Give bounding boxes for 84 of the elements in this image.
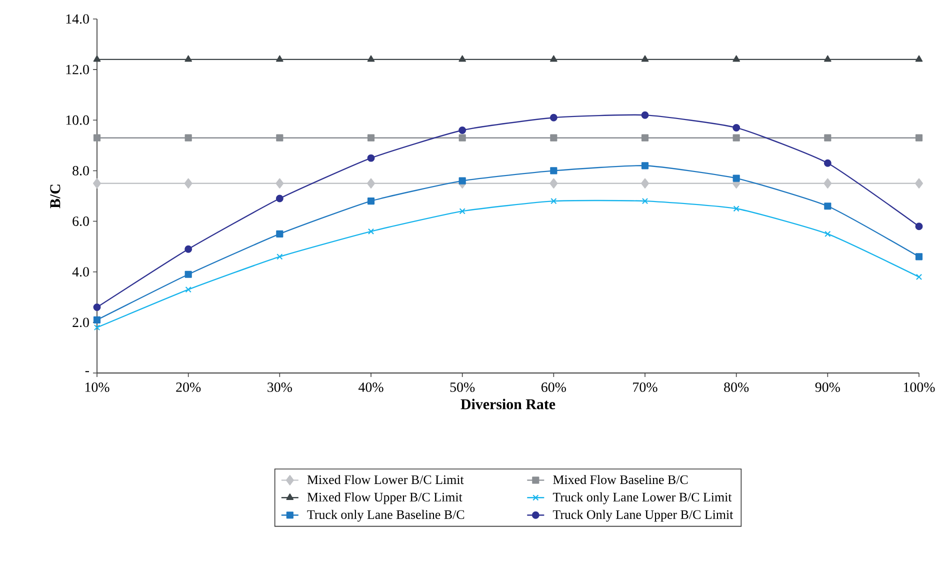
point (459, 208, 466, 214)
legend-label: Truck only Lane Lower B/C Limit (552, 492, 732, 504)
point (276, 55, 284, 62)
point (915, 253, 923, 260)
point (458, 55, 466, 62)
x-tick-label: 80% (724, 382, 749, 392)
point (915, 134, 923, 142)
point (93, 178, 101, 188)
point (276, 178, 284, 188)
point (550, 114, 558, 122)
point (824, 202, 832, 210)
point (550, 167, 558, 174)
y-axis-title: B/C (50, 184, 60, 208)
legend-label: Mixed Flow Upper B/C Limit (307, 492, 462, 504)
point (93, 316, 101, 324)
point (824, 134, 832, 142)
y-tick-label: 4.0 (72, 267, 89, 277)
legend-label: Mixed Flow Lower B/C Limit (307, 474, 464, 484)
x-tick-label: 50% (450, 382, 475, 392)
x-axis-title: Diversion Rate (460, 398, 556, 410)
x-tick-label: 100% (904, 382, 935, 392)
x-tick-label: 30% (268, 382, 292, 392)
point (916, 274, 922, 280)
point (184, 270, 192, 278)
point (641, 55, 649, 62)
legend-label: Truck Only Lane Upper B/C Limit (552, 510, 734, 522)
x-tick-label: 70% (633, 382, 658, 392)
point (732, 134, 740, 142)
point (641, 162, 649, 170)
point (94, 324, 100, 331)
point (367, 154, 375, 162)
x-tick-label: 60% (541, 382, 566, 392)
point (184, 245, 192, 253)
point (458, 134, 466, 142)
point (550, 134, 558, 142)
point (733, 206, 740, 212)
x-tick-label: 90% (815, 382, 840, 392)
point (185, 286, 192, 293)
point (915, 222, 923, 230)
x-tick-label: 40% (358, 382, 384, 392)
point (824, 178, 832, 188)
y-tick-label: - (85, 371, 89, 372)
point (641, 134, 649, 142)
y-tick-label: 10.0 (66, 115, 89, 125)
point (184, 134, 192, 142)
point (641, 178, 649, 188)
point (368, 228, 374, 234)
point (93, 134, 101, 142)
point (367, 198, 375, 205)
point (824, 55, 832, 62)
point (915, 55, 923, 62)
point (824, 159, 832, 167)
point (276, 254, 283, 260)
point (458, 177, 466, 184)
point (367, 134, 375, 142)
point (184, 55, 192, 62)
y-tick-label: 14.0 (66, 14, 89, 24)
point (93, 304, 101, 311)
legend-label: Truck only Lane Baseline B/C (307, 510, 464, 522)
y-tick-label: 12.0 (66, 64, 89, 74)
point (824, 230, 831, 238)
point (184, 178, 192, 188)
point (276, 134, 284, 142)
point (276, 230, 284, 238)
point (367, 55, 375, 62)
point (732, 124, 740, 132)
point (732, 174, 740, 182)
point (550, 198, 557, 204)
point (367, 178, 375, 188)
legend-label: Mixed Flow Baseline B/C (553, 474, 688, 484)
point (550, 178, 558, 188)
point (550, 55, 558, 62)
point (732, 55, 740, 62)
y-tick-label: 6.0 (72, 216, 89, 226)
point (458, 126, 466, 134)
point (915, 178, 923, 188)
point (276, 194, 284, 202)
y-tick-label: 8.0 (72, 166, 89, 176)
point (642, 198, 648, 204)
point (641, 111, 649, 119)
x-tick-label: 20% (176, 382, 201, 392)
x-tick-label: 10% (85, 382, 110, 392)
y-tick-label: 2.0 (72, 318, 89, 328)
point (93, 55, 101, 62)
